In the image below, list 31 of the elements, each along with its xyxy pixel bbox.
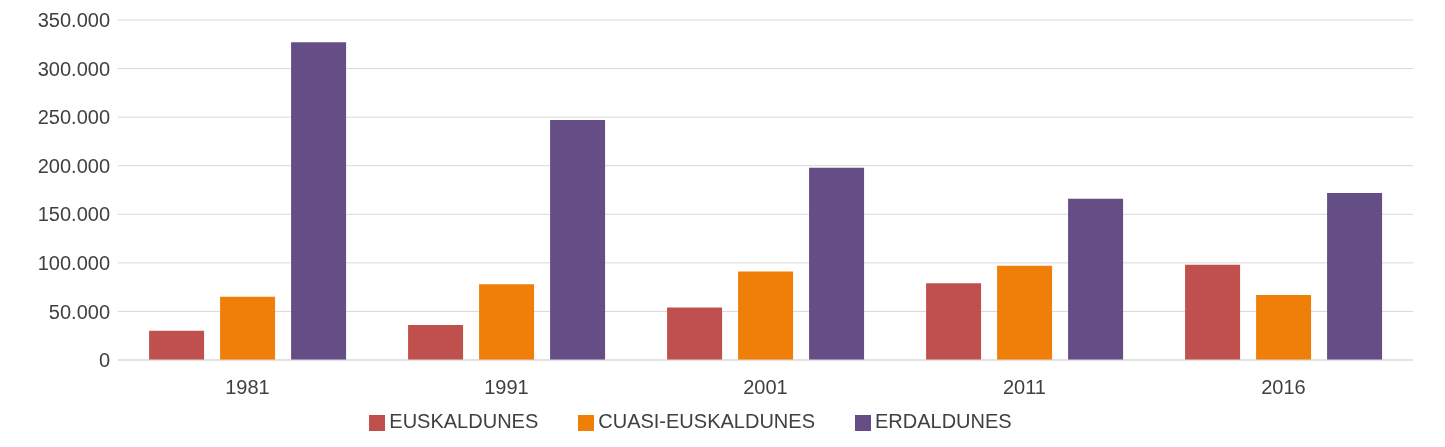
y-tick-label: 100.000: [37, 251, 110, 274]
x-tick-label: 2016: [1261, 376, 1306, 399]
bar: [667, 307, 723, 360]
bar: [408, 325, 464, 360]
y-tick-label: 250.000: [37, 106, 110, 129]
bar: [1185, 264, 1241, 360]
y-tick-label: 350.000: [37, 9, 110, 32]
legend-label: ERDALDUNES: [874, 410, 1012, 432]
x-tick-label: 2011: [1002, 376, 1047, 399]
bar: [1256, 294, 1312, 360]
x-tick-label: 2001: [743, 376, 788, 399]
bar: [997, 265, 1053, 360]
y-tick-label: 300.000: [37, 57, 110, 80]
y-tick-label: 200.000: [37, 154, 110, 177]
y-tick-label: 150.000: [37, 203, 110, 226]
bar: [809, 167, 865, 360]
legend-label: CUASI-EUSKALDUNES: [598, 410, 815, 432]
bar: [220, 296, 276, 360]
bar: [926, 283, 982, 360]
bar: [1068, 198, 1124, 360]
bar: [291, 42, 347, 360]
bar: [738, 271, 794, 360]
x-tick-label: 1991: [484, 376, 529, 399]
legend-label: EUSKALDUNES: [389, 410, 539, 432]
y-tick-label: 50.000: [48, 300, 110, 323]
y-tick-label: 0: [98, 349, 110, 372]
bar: [479, 284, 535, 360]
bar: [1327, 192, 1383, 360]
bar: [149, 330, 205, 360]
bar: [550, 120, 606, 360]
x-tick-label: 1981: [225, 376, 270, 399]
